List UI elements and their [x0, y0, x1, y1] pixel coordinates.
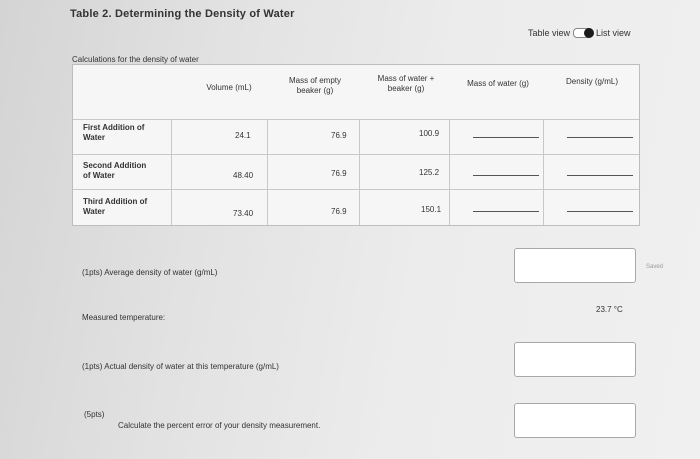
- volume-cell: 48.40: [233, 171, 254, 180]
- column-header-density: Density (g/mL): [547, 77, 637, 87]
- column-header-line: Mass of empty: [288, 76, 341, 85]
- table-view-label[interactable]: Table view: [528, 28, 571, 38]
- row-label-line: Water: [83, 207, 105, 216]
- column-header-mass-water-beaker: Mass of water + beaker (g): [363, 74, 449, 94]
- column-header-mass-empty: Mass of empty beaker (g): [271, 76, 359, 96]
- measured-temperature-value: 23.7 °C: [596, 305, 623, 314]
- row-label-line: Water: [83, 133, 105, 142]
- saved-status: Saved: [646, 264, 664, 270]
- row-label-first-addition: First Addition of Water: [83, 123, 144, 143]
- row-label-line: First Addition of: [83, 123, 145, 132]
- measured-temperature-label: Measured temperature:: [82, 313, 166, 322]
- volume-cell: 24.1: [235, 131, 251, 140]
- mass-water-beaker-cell: 100.9: [419, 129, 440, 138]
- column-divider: [171, 119, 172, 225]
- mass-water-beaker-cell: 150.1: [421, 205, 442, 214]
- density-table: Volume (mL) Mass of empty beaker (g) Mas…: [72, 64, 640, 226]
- toggle-knob: [584, 28, 595, 38]
- percent-error-label: Calculate the percent error of your dens…: [118, 421, 321, 430]
- column-header-line: beaker (g): [296, 86, 334, 95]
- volume-cell: 73.40: [233, 209, 254, 218]
- view-toggle-switch[interactable]: [573, 28, 595, 38]
- mass-water-input[interactable]: [473, 175, 539, 176]
- column-divider: [359, 119, 360, 225]
- mass-water-input[interactable]: [473, 137, 539, 138]
- percent-error-input[interactable]: [514, 403, 636, 438]
- average-density-input[interactable]: [514, 248, 636, 283]
- row-label-line: of Water: [83, 171, 115, 180]
- row-divider: [73, 189, 639, 190]
- average-density-label: (1pts) Average density of water (g/mL): [82, 268, 218, 277]
- density-input[interactable]: [567, 175, 633, 176]
- mass-water-beaker-cell: 125.2: [419, 168, 440, 177]
- column-divider: [449, 119, 450, 225]
- mass-empty-cell: 76.9: [331, 131, 347, 140]
- mass-water-input[interactable]: [473, 211, 539, 212]
- actual-density-label: (1pts) Actual density of water at this t…: [82, 362, 279, 371]
- row-label-third-addition: Third Addition of Water: [83, 197, 147, 217]
- table-subtitle: Calculations for the density of water: [72, 55, 199, 64]
- column-header-volume: Volume (mL): [191, 83, 267, 93]
- table-header-divider: [73, 119, 639, 120]
- row-divider: [73, 154, 639, 155]
- density-input[interactable]: [567, 137, 633, 138]
- page-title: Table 2. Determining the Density of Wate…: [70, 8, 295, 20]
- column-header-mass-water: Mass of water (g): [453, 79, 543, 89]
- view-toggle[interactable]: Table view List view: [528, 28, 631, 38]
- row-label-second-addition: Second Addition of Water: [83, 161, 146, 181]
- column-header-line: Mass of water (g): [467, 79, 529, 88]
- column-header-line: Density (g/mL): [565, 77, 618, 86]
- column-header-line: beaker (g): [387, 84, 425, 93]
- mass-empty-cell: 76.9: [331, 207, 347, 216]
- actual-density-input[interactable]: [514, 342, 636, 377]
- row-label-line: Third Addition of: [83, 197, 148, 206]
- column-header-line: Volume (mL): [206, 83, 252, 92]
- mass-empty-cell: 76.9: [331, 169, 347, 178]
- density-input[interactable]: [567, 211, 633, 212]
- column-header-line: Mass of water +: [377, 74, 435, 83]
- column-divider: [267, 119, 268, 225]
- list-view-label[interactable]: List view: [596, 28, 631, 38]
- percent-error-points: (5pts): [84, 410, 105, 419]
- column-divider: [543, 119, 544, 225]
- row-label-line: Second Addition: [83, 161, 147, 170]
